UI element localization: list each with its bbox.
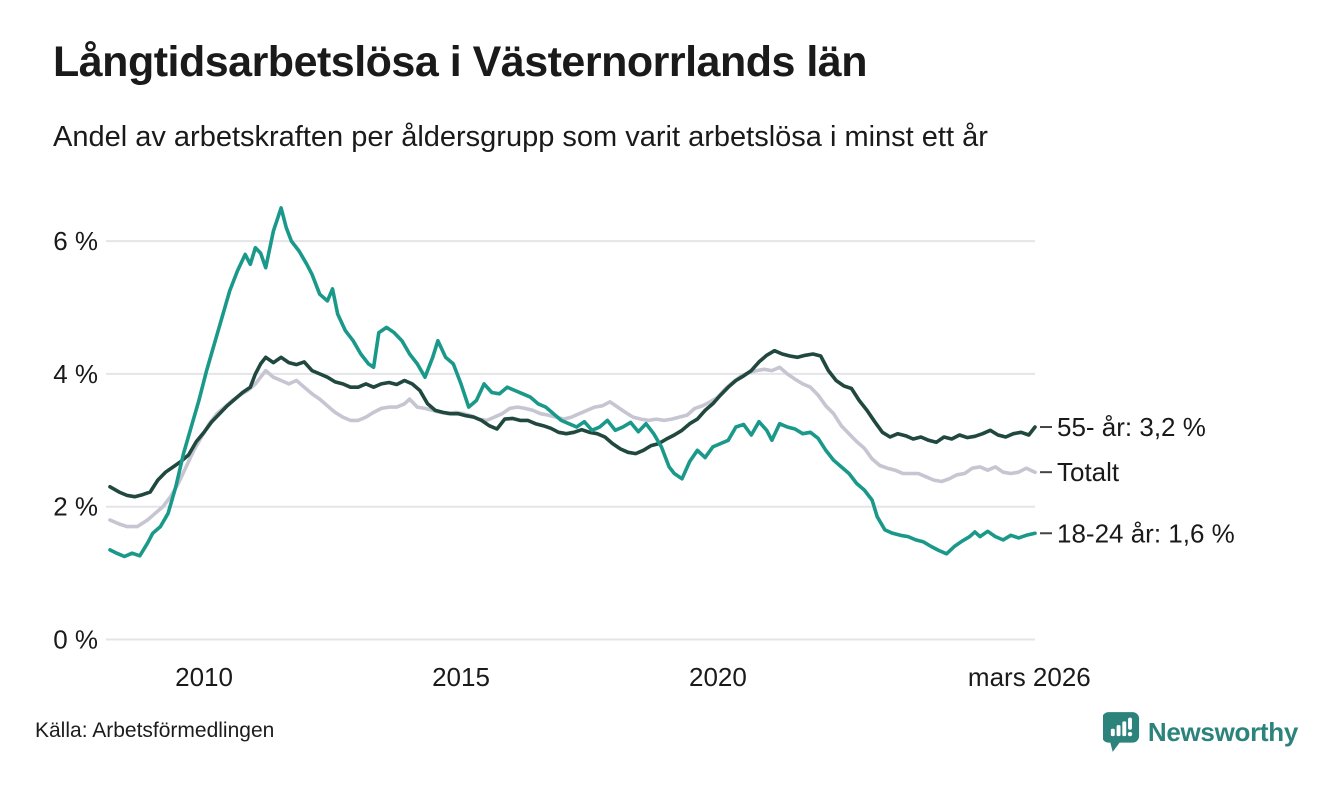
series-end-label-18-24: 18-24 år: 1,6 % — [1057, 518, 1235, 548]
newsworthy-logo[interactable]: Newsworthy — [1102, 711, 1298, 753]
series-line-18-24 — [108, 206, 1037, 559]
newsworthy-badge-icon — [1102, 712, 1139, 752]
series-line-55 — [108, 348, 1037, 499]
x-axis-tick-label: 2015 — [432, 662, 490, 692]
y-axis-tick-label: 6 % — [53, 226, 98, 256]
y-axis-tick-label: 4 % — [53, 359, 98, 389]
x-axis-tick-label: mars 2026 — [968, 662, 1091, 692]
x-axis-tick-label: 2010 — [175, 662, 233, 692]
y-axis-tick-label: 2 % — [53, 492, 98, 522]
source-note: Källa: Arbetsförmedlingen — [35, 719, 275, 742]
page-title: Långtidsarbetslösa i Västernorrlands län — [53, 38, 867, 86]
page-subtitle: Andel av arbetskraften per åldersgrupp s… — [53, 121, 988, 153]
x-axis-tick-label: 2020 — [689, 662, 747, 692]
series-end-label-totalt: Totalt — [1057, 457, 1120, 487]
newsworthy-wordmark: Newsworthy — [1147, 716, 1298, 747]
series-end-label-55: 55- år: 3,2 % — [1057, 412, 1206, 442]
y-axis-tick-label: 0 % — [53, 625, 98, 655]
series-line-totalt — [108, 365, 1037, 529]
